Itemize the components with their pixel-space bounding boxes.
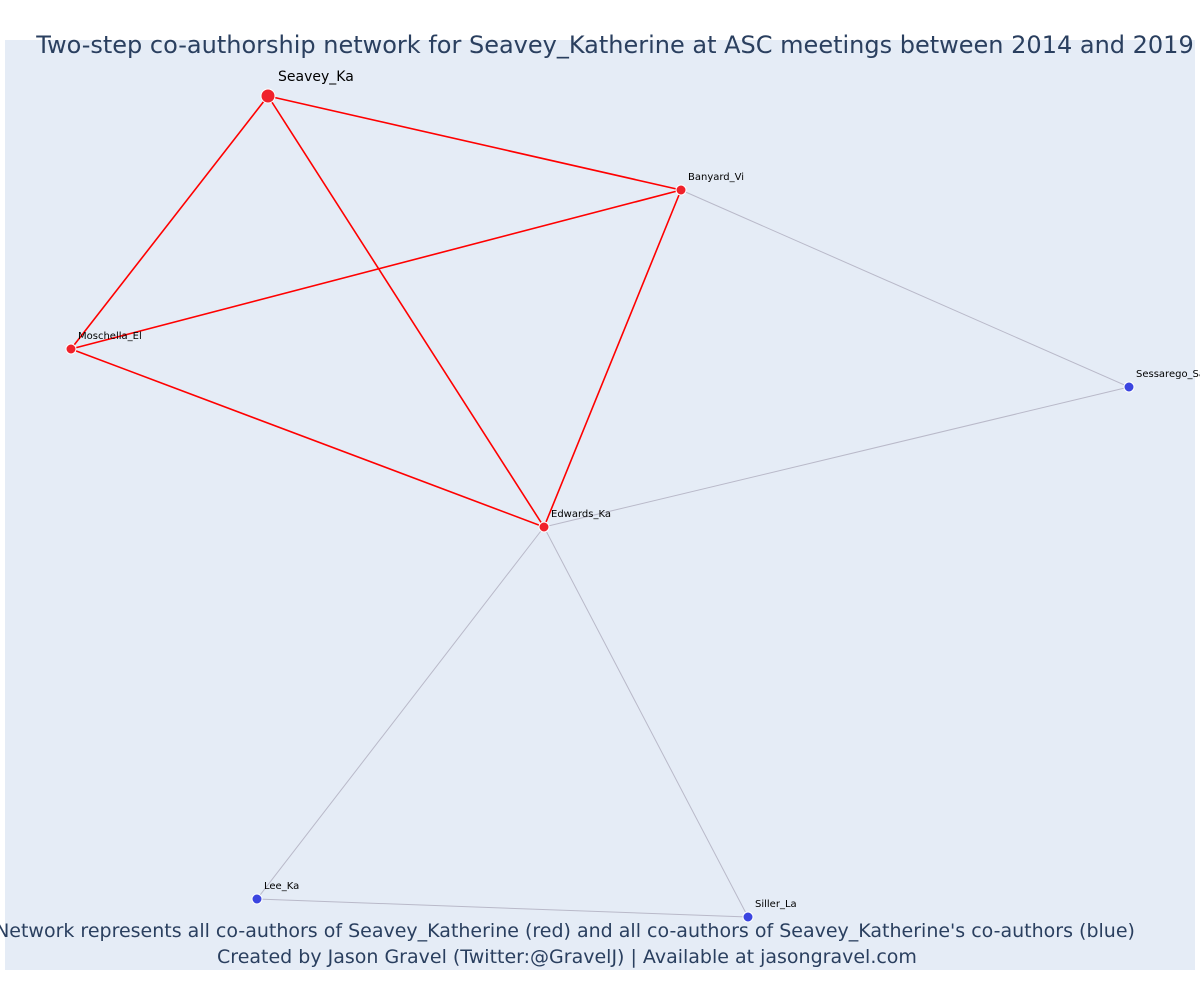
edge-seavey-moschella <box>70 95 269 350</box>
node-marker-banyard[interactable] <box>675 184 687 196</box>
footer-note-line1: Network represents all co-authors of Sea… <box>0 920 1135 942</box>
node-label-lee: Lee_Ka <box>264 881 299 892</box>
edge-seavey-edwards <box>267 95 545 528</box>
node-marker-edwards[interactable] <box>538 521 550 533</box>
node-label-banyard: Banyard_Vi <box>688 172 744 183</box>
node-marker-lee[interactable] <box>251 893 263 905</box>
edge-banyard-edwards <box>543 189 682 528</box>
footer-note-line2: Created by Jason Gravel (Twitter:@Gravel… <box>217 946 917 968</box>
node-banyard[interactable]: Banyard_Vi <box>675 172 744 196</box>
node-label-seavey: Seavey_Ka <box>278 69 354 85</box>
edges-layer <box>70 95 1130 918</box>
edge-banyard-sessarego <box>680 189 1130 388</box>
node-siller[interactable]: Siller_La <box>742 899 797 923</box>
edge-moschella-edwards <box>70 348 545 528</box>
edge-edwards-sessarego <box>543 386 1130 528</box>
node-marker-moschella[interactable] <box>65 343 77 355</box>
node-label-sessarego: Sessarego_Sa <box>1136 369 1200 380</box>
node-marker-sessarego[interactable] <box>1123 381 1135 393</box>
edge-seavey-banyard <box>267 95 682 191</box>
edge-banyard-moschella <box>70 189 682 350</box>
node-lee[interactable]: Lee_Ka <box>251 881 299 905</box>
nodes-layer: Seavey_Ka Banyard_Vi Moschella_El Edwards_K… <box>65 69 1200 923</box>
edge-edwards-siller <box>543 526 749 918</box>
edge-lee-siller <box>256 898 749 918</box>
node-sessarego[interactable]: Sessarego_Sa <box>1123 369 1200 393</box>
node-label-moschella: Moschella_El <box>78 331 142 342</box>
node-edwards[interactable]: Edwards_Ka <box>538 509 611 533</box>
node-moschella[interactable]: Moschella_El <box>65 331 142 355</box>
plot-background <box>5 40 1195 970</box>
edge-edwards-lee <box>256 526 545 900</box>
node-label-siller: Siller_La <box>755 899 797 910</box>
node-seavey[interactable]: Seavey_Ka <box>260 69 354 104</box>
chart-title: Two-step co-authorship network for Seave… <box>35 31 1193 59</box>
node-label-edwards: Edwards_Ka <box>551 509 611 520</box>
node-marker-seavey[interactable] <box>260 88 276 104</box>
node-marker-siller[interactable] <box>742 911 754 923</box>
